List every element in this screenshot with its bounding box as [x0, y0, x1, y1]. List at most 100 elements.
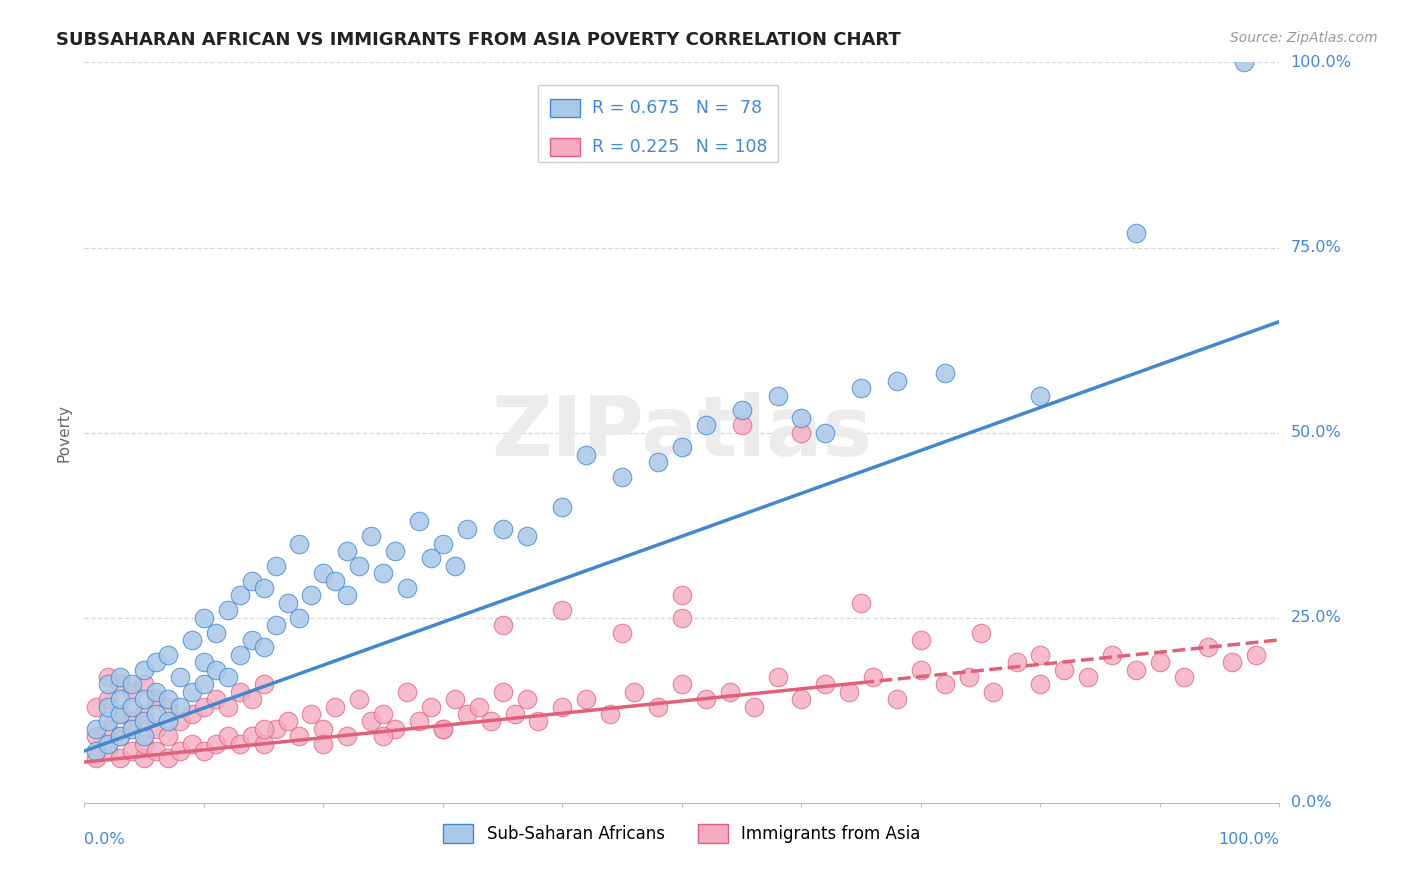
Point	[205, 692, 228, 706]
Point	[193, 744, 215, 758]
Point	[97, 670, 120, 684]
Point	[157, 648, 180, 662]
Point	[432, 722, 454, 736]
Point	[240, 729, 263, 743]
Point	[408, 515, 430, 529]
Point	[886, 692, 908, 706]
Point	[253, 677, 276, 691]
Point	[612, 625, 634, 640]
Text: 25.0%: 25.0%	[1291, 610, 1341, 625]
Point	[456, 522, 478, 536]
Point	[1125, 663, 1147, 677]
Point	[790, 425, 813, 440]
Point	[575, 692, 598, 706]
Point	[264, 558, 287, 573]
Point	[814, 677, 837, 691]
Point	[157, 751, 180, 765]
Text: SUBSAHARAN AFRICAN VS IMMIGRANTS FROM ASIA POVERTY CORRELATION CHART: SUBSAHARAN AFRICAN VS IMMIGRANTS FROM AS…	[56, 31, 901, 49]
Point	[742, 699, 765, 714]
Point	[336, 544, 359, 558]
Point	[110, 729, 132, 743]
Point	[647, 699, 669, 714]
Point	[97, 692, 120, 706]
Point	[886, 374, 908, 388]
Point	[97, 699, 120, 714]
Point	[1197, 640, 1219, 655]
Text: ZIPatlas: ZIPatlas	[492, 392, 872, 473]
Point	[229, 737, 252, 751]
Point	[253, 640, 276, 655]
Text: R = 0.675   N =  78: R = 0.675 N = 78	[592, 99, 762, 117]
Point	[360, 529, 382, 543]
Point	[599, 706, 621, 721]
Point	[373, 729, 395, 743]
Point	[145, 722, 167, 736]
Point	[205, 737, 228, 751]
Point	[97, 677, 120, 691]
Point	[181, 706, 204, 721]
Point	[336, 729, 359, 743]
Point	[157, 699, 180, 714]
Point	[695, 692, 717, 706]
Point	[492, 522, 515, 536]
FancyBboxPatch shape	[551, 99, 581, 117]
Point	[193, 655, 215, 669]
Point	[373, 706, 395, 721]
Point	[169, 744, 191, 758]
Point	[132, 737, 156, 751]
Point	[671, 610, 693, 624]
Point	[145, 692, 167, 706]
Point	[551, 699, 574, 714]
Point	[110, 751, 132, 765]
Point	[444, 692, 467, 706]
Point	[1173, 670, 1195, 684]
Point	[527, 714, 550, 729]
Point	[695, 418, 717, 433]
Point	[325, 574, 347, 588]
Point	[288, 729, 311, 743]
Point	[790, 692, 813, 706]
Point	[479, 714, 502, 729]
Point	[671, 441, 693, 455]
Point	[492, 685, 515, 699]
Point	[934, 367, 956, 381]
Point	[240, 692, 263, 706]
Point	[264, 618, 287, 632]
Point	[145, 706, 167, 721]
Point	[240, 574, 263, 588]
Point	[420, 551, 443, 566]
Point	[132, 663, 156, 677]
Point	[110, 729, 132, 743]
Point	[503, 706, 526, 721]
Legend: Sub-Saharan Africans, Immigrants from Asia: Sub-Saharan Africans, Immigrants from As…	[436, 817, 928, 850]
Point	[157, 729, 180, 743]
Point	[193, 610, 215, 624]
Point	[671, 589, 693, 603]
Point	[612, 470, 634, 484]
Point	[432, 722, 454, 736]
Point	[312, 737, 335, 751]
Point	[838, 685, 860, 699]
Point	[169, 714, 191, 729]
Point	[790, 410, 813, 425]
Point	[325, 699, 347, 714]
Point	[121, 685, 143, 699]
Point	[623, 685, 645, 699]
Point	[1244, 648, 1267, 662]
Point	[253, 581, 276, 595]
Point	[444, 558, 467, 573]
Point	[312, 722, 335, 736]
Point	[193, 677, 215, 691]
Point	[97, 737, 120, 751]
Point	[396, 685, 419, 699]
Point	[910, 663, 932, 677]
Point	[145, 744, 167, 758]
Point	[349, 558, 371, 573]
Point	[731, 418, 754, 433]
Point	[169, 670, 191, 684]
Point	[718, 685, 741, 699]
Point	[132, 714, 156, 729]
Point	[336, 589, 359, 603]
Point	[145, 655, 167, 669]
Point	[86, 751, 108, 765]
